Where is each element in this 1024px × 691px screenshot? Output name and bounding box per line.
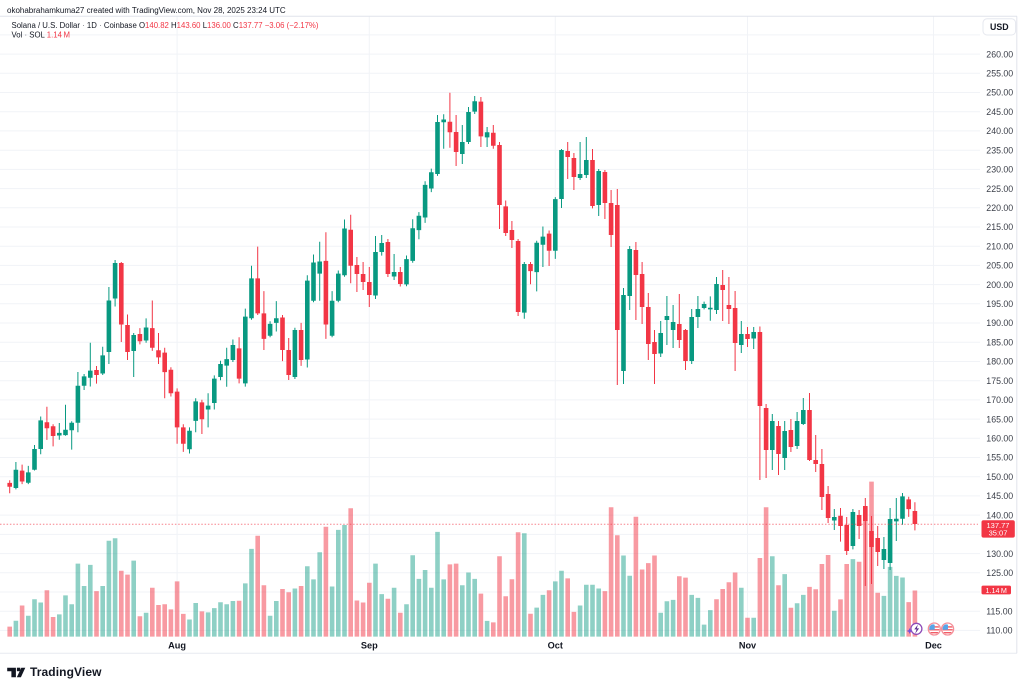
svg-text:115.00: 115.00 xyxy=(986,606,1012,616)
svg-text:215.00: 215.00 xyxy=(986,222,1013,232)
svg-text:260.00: 260.00 xyxy=(986,49,1013,59)
svg-text:USD: USD xyxy=(990,22,1009,32)
svg-text:145.00: 145.00 xyxy=(986,491,1013,501)
svg-text:205.00: 205.00 xyxy=(986,261,1013,271)
svg-text:245.00: 245.00 xyxy=(986,107,1013,117)
svg-text:TradingView: TradingView xyxy=(30,665,102,679)
svg-text:Dec: Dec xyxy=(925,640,942,650)
svg-text:140.00: 140.00 xyxy=(986,510,1013,520)
svg-text:195.00: 195.00 xyxy=(986,299,1013,309)
svg-text:130.00: 130.00 xyxy=(986,549,1013,559)
svg-text:137.77: 137.77 xyxy=(987,521,1010,530)
svg-text:210.00: 210.00 xyxy=(986,241,1013,251)
svg-text:220.00: 220.00 xyxy=(986,203,1013,213)
svg-text:Solana / U.S. Dollar · 1D · Co: Solana / U.S. Dollar · 1D · Coinbase O14… xyxy=(12,21,319,30)
svg-text:250.00: 250.00 xyxy=(986,88,1013,98)
svg-text:Sep: Sep xyxy=(361,640,378,650)
svg-text:180.00: 180.00 xyxy=(986,357,1013,367)
svg-text:155.00: 155.00 xyxy=(986,453,1013,463)
svg-text:Aug: Aug xyxy=(168,640,186,650)
svg-text:190.00: 190.00 xyxy=(986,318,1013,328)
svg-text:1.14 M: 1.14 M xyxy=(985,586,1006,595)
svg-text:235.00: 235.00 xyxy=(986,145,1013,155)
svg-text:125.00: 125.00 xyxy=(986,568,1013,578)
svg-text:35:07: 35:07 xyxy=(989,528,1008,537)
svg-text:230.00: 230.00 xyxy=(986,165,1013,175)
svg-text:200.00: 200.00 xyxy=(986,280,1013,290)
svg-text:160.00: 160.00 xyxy=(986,434,1013,444)
svg-text:175.00: 175.00 xyxy=(986,376,1013,386)
svg-text:Vol · SOL 1.14 M: Vol · SOL 1.14 M xyxy=(12,30,71,39)
svg-text:255.00: 255.00 xyxy=(986,69,1013,79)
svg-text:240.00: 240.00 xyxy=(986,126,1013,136)
svg-text:110.00: 110.00 xyxy=(986,626,1012,636)
svg-text:165.00: 165.00 xyxy=(986,414,1013,424)
svg-text:185.00: 185.00 xyxy=(986,338,1013,348)
svg-text:okohabrahamkuma27 created with: okohabrahamkuma27 created with TradingVi… xyxy=(7,6,286,15)
svg-text:Nov: Nov xyxy=(739,640,757,650)
svg-text:150.00: 150.00 xyxy=(986,472,1013,482)
svg-text:225.00: 225.00 xyxy=(986,184,1013,194)
svg-text:170.00: 170.00 xyxy=(986,395,1013,405)
svg-text:Oct: Oct xyxy=(548,640,563,650)
